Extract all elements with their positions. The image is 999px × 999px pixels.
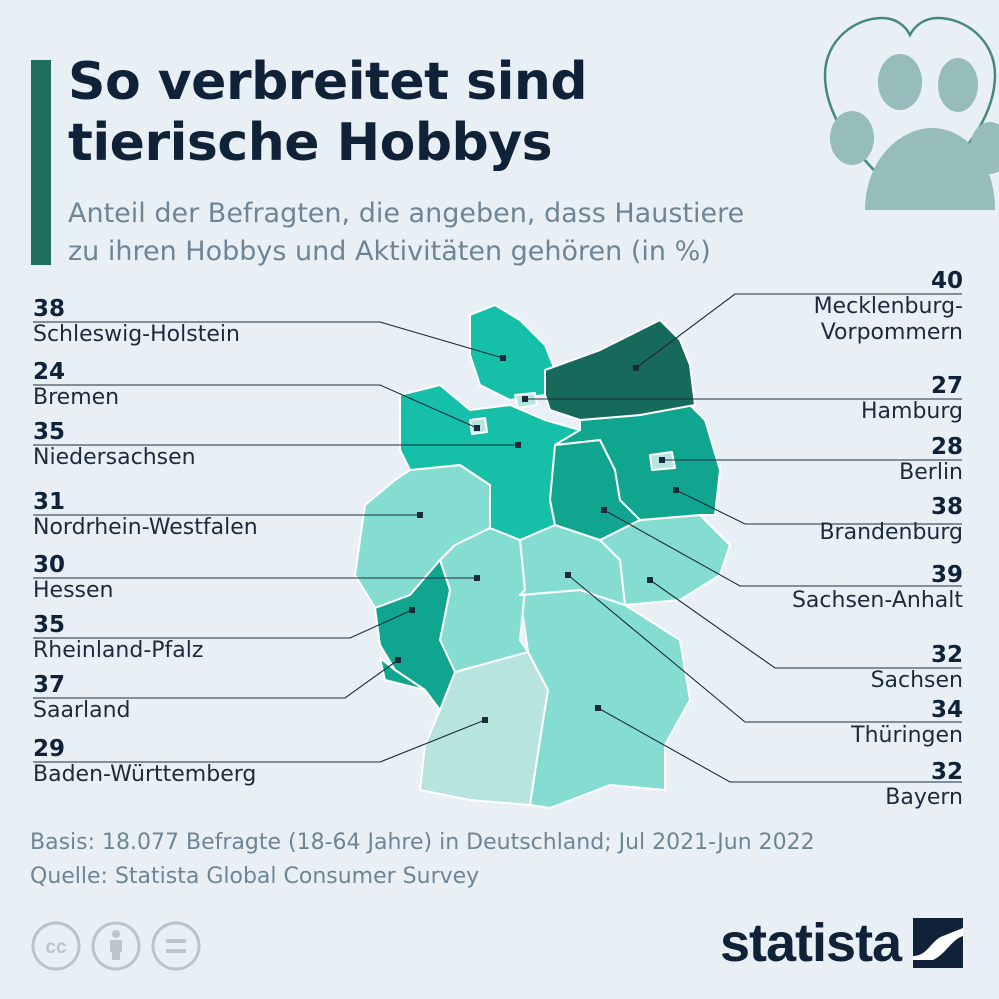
name-hamburg: Hamburg — [861, 399, 963, 424]
chart-subtitle: Anteil der Befragten, die angeben, dass … — [68, 195, 744, 271]
region-mecklenburg-vorpommern — [544, 319, 696, 421]
name-bayern: Bayern — [885, 785, 963, 810]
region-hessen — [439, 527, 529, 673]
label-hessen: 30 Hessen — [33, 552, 113, 604]
value-brandenburg: 38 — [930, 494, 963, 520]
name-hessen: Hessen — [33, 578, 114, 603]
value-nordrhein-westfalen: 31 — [33, 489, 66, 515]
title-line-1: So verbreitet sind — [68, 52, 588, 112]
label-saarland: 37 Saarland — [33, 672, 130, 724]
subtitle-line-2: zu ihren Hobbys und Aktivitäten gehören … — [68, 236, 711, 267]
name-bremen: Bremen — [33, 385, 120, 410]
region-bayern — [519, 589, 691, 809]
value-baden-wuerttemberg: 29 — [33, 736, 66, 762]
value-schleswig-holstein: 38 — [33, 296, 66, 322]
svg-text:cc: cc — [45, 937, 67, 958]
label-niedersachsen: 35 Niedersachsen — [33, 419, 196, 471]
value-berlin: 28 — [930, 434, 963, 460]
license-icons: cc — [31, 921, 201, 971]
value-rheinland-pfalz: 35 — [33, 612, 66, 638]
title-line-2: tierische Hobbys — [68, 113, 553, 173]
name-thueringen: Thüringen — [851, 723, 963, 748]
value-thueringen: 34 — [930, 697, 963, 723]
label-brandenburg: 38 Brandenburg — [819, 494, 963, 546]
leader-lines — [33, 293, 962, 783]
name-mecklenburg-vorpommern-line-1: Mecklenburg- — [813, 294, 963, 319]
name-saarland: Saarland — [33, 698, 131, 723]
label-bremen: 24 Bremen — [33, 359, 119, 411]
paw-heart-icon — [823, 16, 999, 210]
label-nordrhein-westfalen: 31 Nordrhein-Westfalen — [33, 489, 258, 541]
label-hamburg: 27 Hamburg — [861, 373, 963, 425]
logo-text: statista — [720, 913, 902, 973]
name-niedersachsen: Niedersachsen — [33, 445, 196, 470]
statista-logo[interactable]: statista — [720, 912, 964, 974]
chart-title: So verbreitet sind tierische Hobbys — [68, 52, 588, 174]
title-accent-bar — [31, 60, 51, 265]
statista-mark-icon — [913, 918, 964, 968]
value-mecklenburg-vorpommern: 40 — [930, 268, 963, 294]
label-sachsen-anhalt: 39 Sachsen-Anhalt — [792, 562, 963, 614]
cc-icon[interactable]: cc — [31, 921, 81, 971]
subtitle-line-1: Anteil der Befragten, die angeben, dass … — [68, 198, 745, 229]
label-schleswig-holstein: 38 Schleswig-Holstein — [33, 296, 240, 348]
name-sachsen: Sachsen — [870, 668, 963, 693]
source-note: Quelle: Statista Global Consumer Survey — [30, 864, 480, 889]
label-thueringen: 34 Thüringen — [851, 697, 963, 749]
name-mecklenburg-vorpommern-line-2: Vorpommern — [820, 320, 963, 345]
name-brandenburg: Brandenburg — [819, 520, 963, 545]
basis-note: Basis: 18.077 Befragte (18-64 Jahre) in … — [30, 830, 815, 855]
name-schleswig-holstein: Schleswig-Holstein — [33, 322, 240, 347]
value-bremen: 24 — [33, 359, 66, 385]
no-derivatives-icon[interactable] — [151, 921, 201, 971]
label-sachsen: 32 Sachsen — [871, 642, 963, 694]
value-bayern: 32 — [930, 759, 963, 785]
value-sachsen: 32 — [930, 642, 963, 668]
name-rheinland-pfalz: Rheinland-Pfalz — [33, 638, 204, 663]
label-berlin: 28 Berlin — [899, 434, 963, 486]
value-sachsen-anhalt: 39 — [930, 562, 963, 588]
attribution-icon[interactable] — [91, 921, 141, 971]
footer-notes: Basis: 18.077 Befragte (18-64 Jahre) in … — [30, 826, 815, 894]
region-rheinland-pfalz — [374, 559, 456, 711]
name-nordrhein-westfalen: Nordrhein-Westfalen — [33, 515, 258, 540]
label-mecklenburg-vorpommern: 40 Mecklenburg- Vorpommern — [814, 268, 963, 346]
label-rheinland-pfalz: 35 Rheinland-Pfalz — [33, 612, 203, 664]
region-saarland — [379, 657, 426, 691]
name-berlin: Berlin — [899, 460, 963, 485]
value-hessen: 30 — [33, 552, 66, 578]
value-saarland: 37 — [33, 672, 66, 698]
name-sachsen-anhalt: Sachsen-Anhalt — [791, 588, 963, 613]
value-hamburg: 27 — [930, 373, 963, 399]
label-baden-wuerttemberg: 29 Baden-Württemberg — [33, 736, 256, 788]
label-bayern: 32 Bayern — [885, 759, 963, 811]
name-baden-wuerttemberg: Baden-Württemberg — [33, 762, 257, 787]
region-markers — [395, 355, 679, 723]
value-niedersachsen: 35 — [33, 419, 66, 445]
